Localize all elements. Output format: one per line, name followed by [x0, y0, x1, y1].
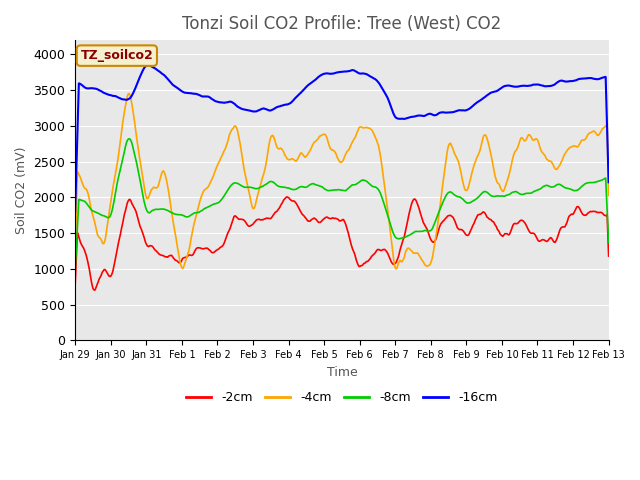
- Line: -16cm: -16cm: [75, 65, 609, 212]
- -2cm: [136, 225, 144, 230]
- -8cm: [191, 210, 198, 216]
- -16cm: [191, 91, 198, 96]
- -16cm: [145, 62, 152, 68]
- -4cm: [81, 185, 88, 191]
- -8cm: [125, 136, 133, 142]
- -16cm: [71, 209, 79, 215]
- -2cm: [283, 194, 291, 200]
- Line: -4cm: -4cm: [75, 94, 609, 269]
- -2cm: [191, 249, 198, 254]
- Title: Tonzi Soil CO2 Profile: Tree (West) CO2: Tonzi Soil CO2 Profile: Tree (West) CO2: [182, 15, 502, 33]
- -8cm: [605, 240, 612, 245]
- Text: TZ_soilco2: TZ_soilco2: [81, 49, 153, 62]
- X-axis label: Time: Time: [326, 366, 357, 379]
- -2cm: [81, 248, 88, 254]
- -16cm: [423, 112, 431, 118]
- -4cm: [71, 252, 79, 258]
- -8cm: [81, 199, 88, 204]
- -16cm: [81, 84, 88, 90]
- -2cm: [91, 287, 99, 293]
- -8cm: [408, 231, 415, 237]
- Line: -2cm: -2cm: [75, 197, 609, 290]
- -2cm: [408, 200, 416, 205]
- -16cm: [605, 180, 612, 185]
- -4cm: [605, 192, 612, 198]
- -4cm: [136, 160, 144, 166]
- -16cm: [136, 74, 143, 80]
- -16cm: [219, 100, 227, 106]
- -2cm: [219, 242, 227, 248]
- -2cm: [605, 253, 612, 259]
- -8cm: [423, 228, 431, 234]
- -16cm: [408, 114, 415, 120]
- Y-axis label: Soil CO2 (mV): Soil CO2 (mV): [15, 146, 28, 234]
- -8cm: [219, 195, 227, 201]
- Legend: -2cm, -4cm, -8cm, -16cm: -2cm, -4cm, -8cm, -16cm: [181, 386, 502, 409]
- -4cm: [392, 266, 400, 272]
- -8cm: [71, 266, 79, 272]
- -4cm: [191, 219, 198, 225]
- -2cm: [71, 282, 79, 288]
- -2cm: [424, 228, 431, 233]
- -4cm: [219, 151, 227, 157]
- -4cm: [408, 248, 416, 254]
- -4cm: [424, 263, 431, 269]
- -4cm: [125, 91, 132, 96]
- -8cm: [136, 180, 144, 185]
- Line: -8cm: -8cm: [75, 139, 609, 269]
